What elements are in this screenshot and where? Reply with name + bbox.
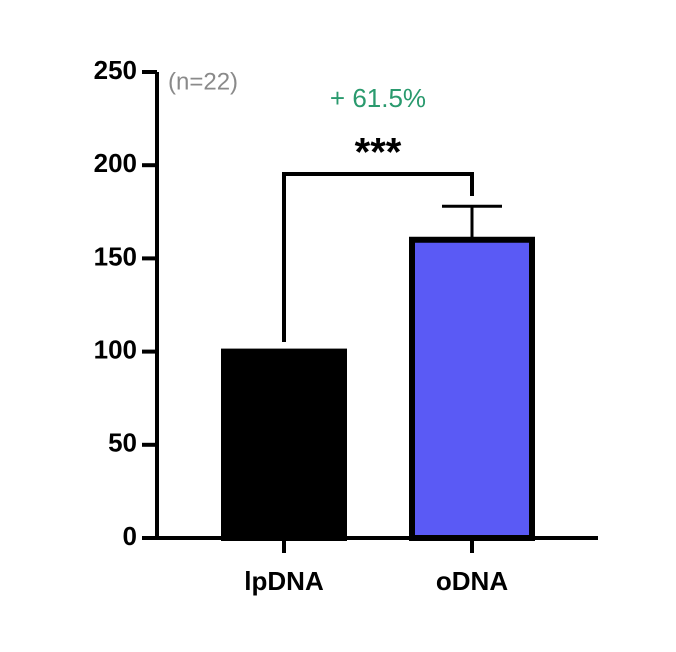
percent-change: + 61.5% [330, 83, 426, 113]
x-tick-label: lpDNA [244, 566, 324, 596]
sample-size: (n=22) [168, 68, 238, 95]
significance: *** [355, 131, 402, 175]
y-tick-label: 200 [94, 148, 137, 178]
y-tick-label: 100 [94, 334, 137, 364]
significance-bracket [282, 172, 474, 342]
bar [221, 348, 347, 541]
y-tick-label: 0 [123, 521, 137, 551]
x-tick-label: oDNA [436, 566, 508, 596]
y-tick-label: 50 [108, 428, 137, 458]
y-tick-label: 250 [94, 55, 137, 85]
bar [409, 236, 535, 541]
y-tick-label: 150 [94, 241, 137, 271]
